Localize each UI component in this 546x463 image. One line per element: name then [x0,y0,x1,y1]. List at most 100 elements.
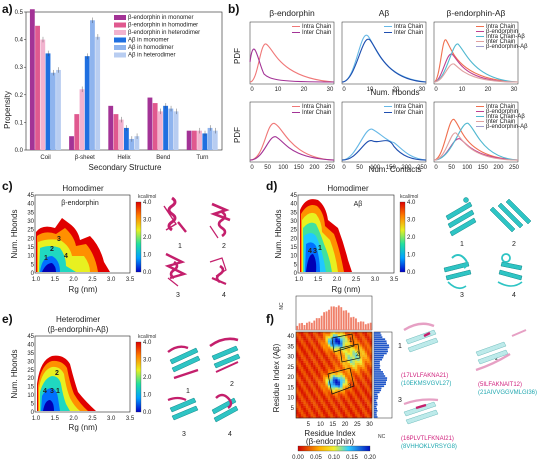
heatmap-cell [320,379,324,382]
heatmap-cell [325,389,329,392]
fes-ytick: 35 [27,351,34,357]
heatmap-cell [337,350,341,353]
fes-xtick: 2.5 [352,277,361,283]
heatmap-cell [305,383,309,386]
heatmap-cell [315,415,319,419]
heatmap-cell [342,344,346,347]
heatmap-cell [305,415,309,419]
top-histogram-bar [362,321,365,330]
heatmap-cell [345,370,348,374]
heatmap-cell [320,366,324,370]
panel-d: d) Homodimer Aβ 4 3 1 051015202530354045… [266,179,532,299]
heatmap-cell [298,360,302,363]
heatmap-cell [332,338,336,341]
heatmap-cell [337,368,341,372]
heatmap-cell [347,409,351,413]
fes-xtick: 3.0 [371,277,380,283]
heatmap-cell [332,403,336,406]
heatmap-cell [335,346,338,349]
heatmap-cell [330,415,333,419]
heatmap-cell [320,409,324,413]
heatmap-cell [308,409,311,413]
heatmap-cell [354,393,358,396]
heatmap-cell [298,375,302,378]
heatmap-cell [303,413,307,417]
heatmap-cell [357,356,360,359]
heatmap-cell [352,409,356,413]
heatmap-cell [300,375,304,378]
pdf-xtick: 100 [462,165,473,171]
heatmap-cell [345,403,348,406]
heatmap-cell [337,338,341,341]
heatmap-cell [325,381,329,384]
heatmap-cell [296,391,299,394]
heatmap-cell [347,340,351,343]
heatmap-cell [362,411,365,415]
heatmap-cell [340,362,343,365]
structure-e4: 4 [211,393,239,438]
heatmap-cell [332,336,336,339]
contact-map-xtick: 25 [354,422,361,428]
heatmap-cell [303,340,307,343]
heatmap-cell [313,395,316,398]
heatmap-cell [367,381,370,384]
heatmap-cell [315,377,319,380]
top-histogram-bar [325,311,328,330]
heatmap-cell [315,409,319,413]
heatmap-cell [298,387,302,390]
heatmap-cell [303,368,307,372]
heatmap-cell [330,407,333,411]
heatmap-cell [330,413,333,417]
heatmap-cell [300,338,304,341]
heatmap-cell [296,415,299,419]
heatmap-cell [369,336,373,339]
heatmap-cell [345,350,348,353]
heatmap-cell [318,377,321,380]
legend-entry: Aβ in heterodimer [128,53,175,59]
heatmap-cell [367,383,370,386]
heatmap-cell [357,354,360,357]
side-histogram-bar [374,397,378,400]
side-histogram-bar [374,344,390,347]
heatmap-cell [352,360,356,363]
bar [207,127,213,150]
fes-c-state-4: 4 [64,253,68,260]
heatmap-cell [349,415,353,419]
heatmap-cell [313,413,316,417]
heatmap-cell [303,389,307,392]
heatmap-cell [367,405,370,408]
heatmap-cell [352,391,356,394]
heatmap-cell [310,364,314,368]
heatmap-cell [298,395,302,398]
heatmap-cell [369,332,373,335]
bar-ytick-label: 0.5 [15,10,24,16]
colorbar-tick: 0.0 [143,270,152,276]
heatmap-cell [335,368,338,372]
bar-category-label: Bend [156,155,170,161]
fes-c-state-1: 1 [44,255,48,262]
heatmap-cell [349,352,353,355]
heatmap-cell [300,348,304,351]
heatmap-cell [308,348,311,351]
heatmap-cell [352,364,356,368]
legend-swatch [114,22,126,28]
heatmap-cell [349,368,353,372]
heatmap-cell [359,403,363,406]
heatmap-cell [303,385,307,388]
heatmap-cell [337,358,341,361]
heatmap-cell [342,356,346,359]
heatmap-cell [364,405,368,408]
heatmap-cell [347,379,351,382]
side-histogram-bar [374,362,380,365]
heatmap-cell [369,342,373,345]
heatmap-cell [337,342,341,345]
heatmap-cell [332,364,336,368]
fes-ytick: 20 [27,376,34,382]
heatmap-cell [330,405,333,408]
fes-xtick: 1.0 [295,277,304,283]
heatmap-cell [310,348,314,351]
pdf-panel-title: β-endorphin [269,8,315,18]
heatmap-cell [357,372,360,376]
heatmap-cell [327,399,331,402]
pdf-xtick: 0 [250,87,254,93]
